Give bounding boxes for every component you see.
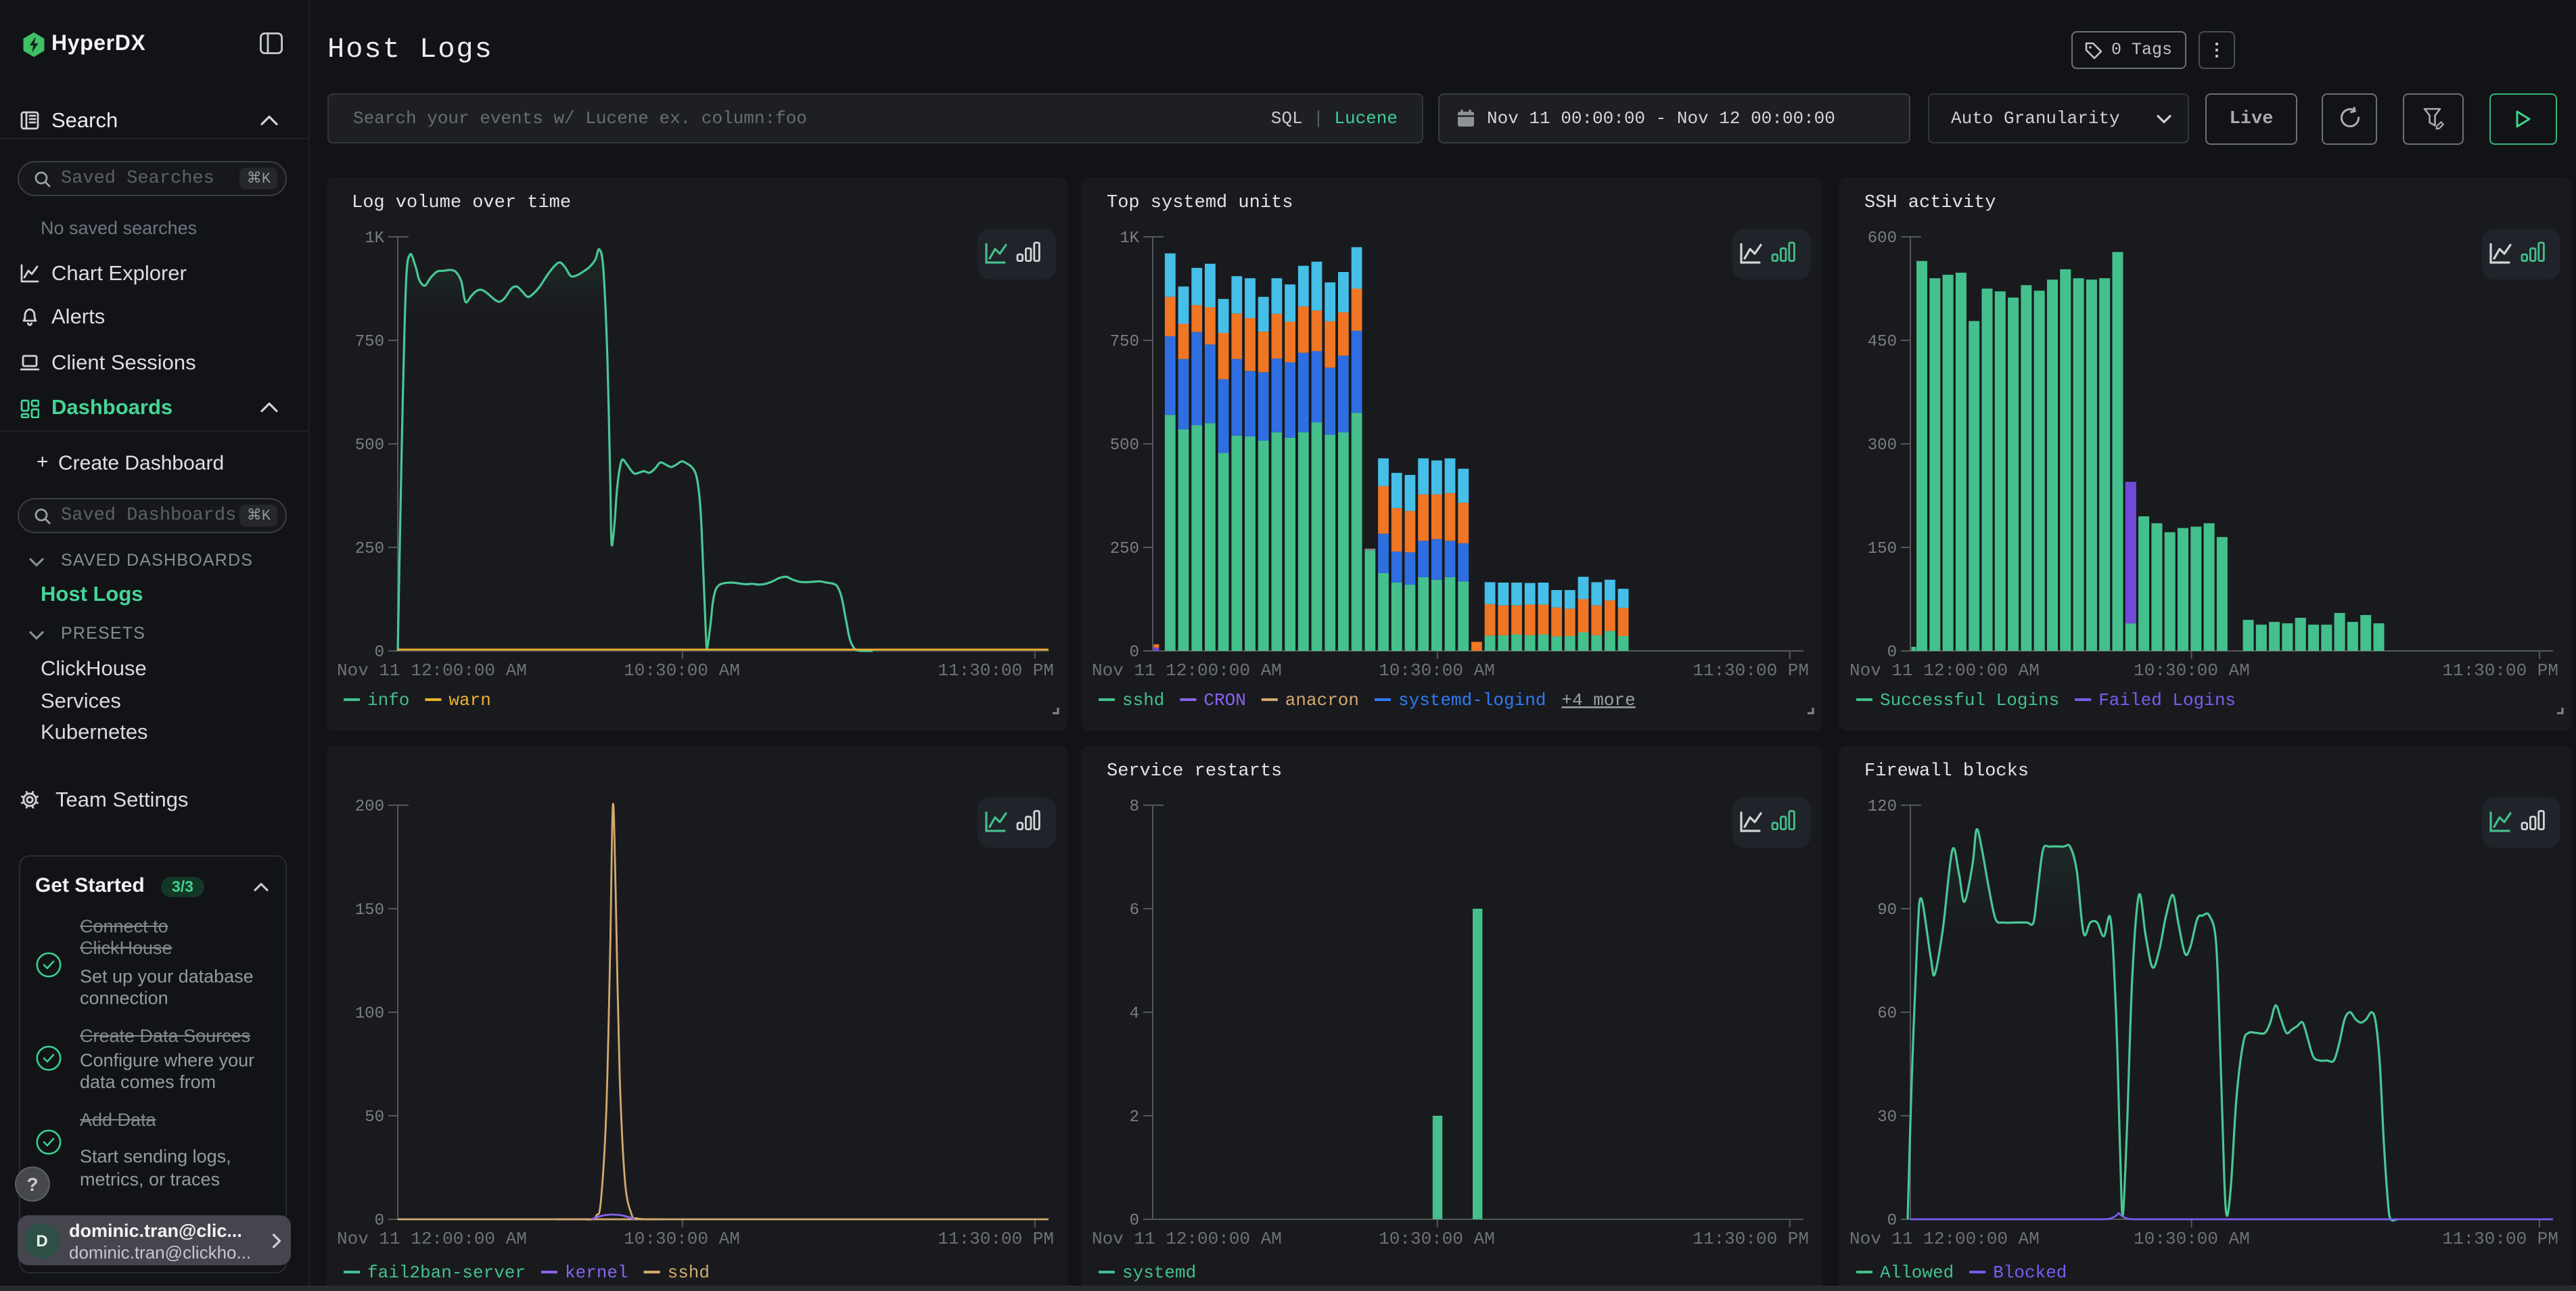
svg-text:Nov 11 12:00:00 AM: Nov 11 12:00:00 AM	[1092, 660, 1282, 681]
svg-text:11:30:00 PM: 11:30:00 PM	[1693, 660, 1809, 681]
svg-text:1K: 1K	[365, 229, 384, 248]
svg-text:10:30:00 AM: 10:30:00 AM	[624, 1229, 740, 1249]
svg-text:+4 more: +4 more	[1561, 690, 1635, 710]
svg-text:11:30:00 PM: 11:30:00 PM	[938, 660, 1054, 681]
svg-text:30: 30	[1877, 1108, 1897, 1127]
svg-text:100: 100	[355, 1005, 384, 1023]
svg-text:Nov 11 12:00:00 AM: Nov 11 12:00:00 AM	[337, 1229, 527, 1249]
svg-text:Nov 11 12:00:00 AM: Nov 11 12:00:00 AM	[337, 660, 527, 681]
svg-text:300: 300	[1868, 436, 1897, 455]
svg-text:10:30:00 AM: 10:30:00 AM	[2134, 660, 2250, 681]
svg-text:systemd-logind: systemd-logind	[1398, 690, 1546, 710]
svg-text:anacron: anacron	[1285, 690, 1359, 710]
svg-text:1K: 1K	[1120, 229, 1139, 248]
svg-text:kernel: kernel	[565, 1263, 628, 1283]
svg-text:0: 0	[375, 643, 384, 662]
svg-text:11:30:00 PM: 11:30:00 PM	[1693, 1229, 1809, 1249]
svg-text:Nov 11 12:00:00 AM: Nov 11 12:00:00 AM	[1092, 1229, 1282, 1249]
svg-text:warn: warn	[448, 690, 490, 710]
svg-text:0: 0	[1887, 643, 1897, 662]
svg-text:120: 120	[1868, 798, 1897, 816]
svg-text:Successful Logins: Successful Logins	[1880, 690, 2059, 710]
svg-text:Blocked: Blocked	[1993, 1263, 2067, 1283]
svg-text:fail2ban-server: fail2ban-server	[367, 1263, 526, 1283]
svg-text:info: info	[367, 690, 409, 710]
svg-text:750: 750	[1110, 333, 1139, 351]
svg-text:0: 0	[1130, 643, 1139, 662]
svg-text:600: 600	[1868, 229, 1897, 248]
svg-text:11:30:00 PM: 11:30:00 PM	[2442, 1229, 2558, 1249]
svg-text:Nov 11 12:00:00 AM: Nov 11 12:00:00 AM	[1849, 1229, 2040, 1249]
svg-text:11:30:00 PM: 11:30:00 PM	[2442, 660, 2558, 681]
svg-text:150: 150	[355, 901, 384, 920]
svg-text:0: 0	[375, 1212, 384, 1230]
svg-text:11:30:00 PM: 11:30:00 PM	[938, 1229, 1054, 1249]
svg-text:90: 90	[1877, 901, 1897, 920]
svg-text:250: 250	[355, 540, 384, 558]
svg-text:150: 150	[1868, 540, 1897, 558]
svg-text:250: 250	[1110, 540, 1139, 558]
svg-text:10:30:00 AM: 10:30:00 AM	[1379, 1229, 1495, 1249]
svg-text:50: 50	[365, 1108, 384, 1127]
svg-text:10:30:00 AM: 10:30:00 AM	[1379, 660, 1495, 681]
svg-text:Allowed: Allowed	[1880, 1263, 1954, 1283]
svg-text:6: 6	[1130, 901, 1139, 920]
svg-text:sshd: sshd	[1122, 690, 1164, 710]
svg-text:450: 450	[1868, 333, 1897, 351]
svg-text:0: 0	[1887, 1212, 1897, 1230]
svg-text:200: 200	[355, 798, 384, 816]
svg-text:Failed Logins: Failed Logins	[2098, 690, 2236, 710]
svg-text:8: 8	[1130, 798, 1139, 816]
svg-text:sshd: sshd	[668, 1263, 710, 1283]
svg-text:CRON: CRON	[1203, 690, 1245, 710]
svg-text:10:30:00 AM: 10:30:00 AM	[624, 660, 740, 681]
svg-text:500: 500	[355, 436, 384, 455]
svg-text:4: 4	[1130, 1005, 1139, 1023]
svg-text:2: 2	[1130, 1108, 1139, 1127]
svg-text:10:30:00 AM: 10:30:00 AM	[2134, 1229, 2250, 1249]
svg-text:750: 750	[355, 333, 384, 351]
svg-text:500: 500	[1110, 436, 1139, 455]
svg-text:Nov 11 12:00:00 AM: Nov 11 12:00:00 AM	[1849, 660, 2040, 681]
svg-text:60: 60	[1877, 1005, 1897, 1023]
svg-text:systemd: systemd	[1122, 1263, 1196, 1283]
svg-text:0: 0	[1130, 1212, 1139, 1230]
